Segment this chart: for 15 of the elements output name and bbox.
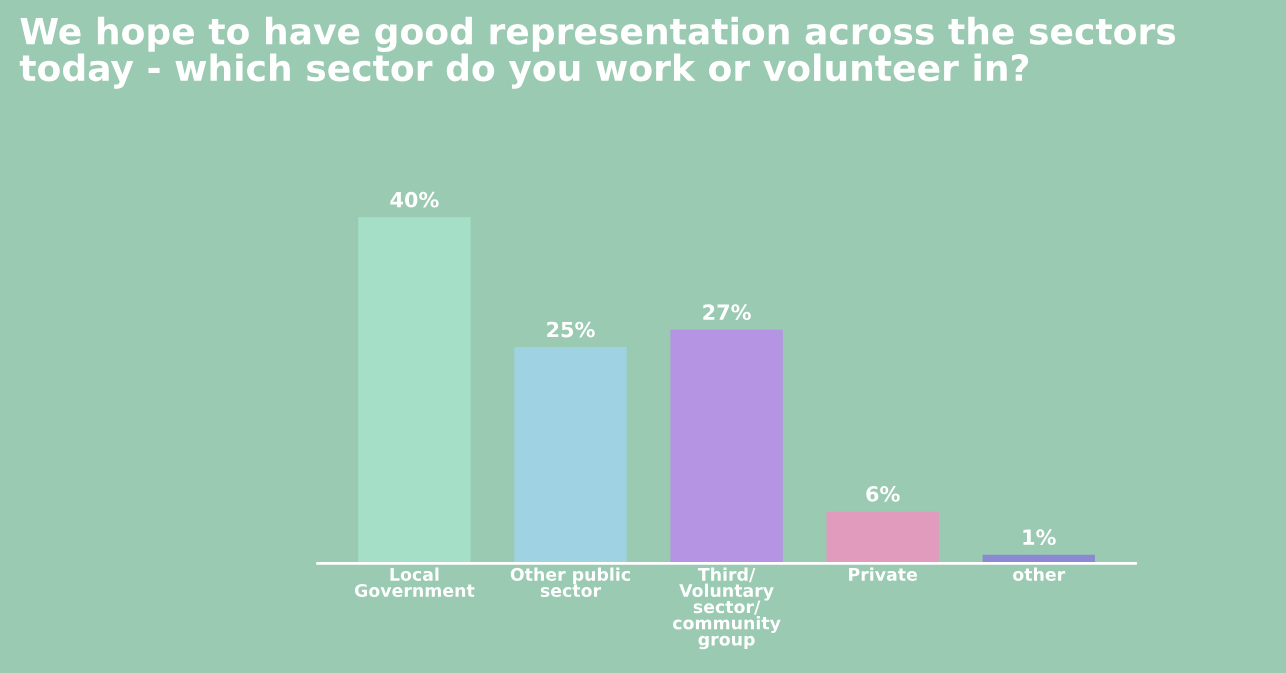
bar — [826, 511, 939, 564]
bar — [514, 346, 627, 564]
data-label: 1% — [1023, 529, 1056, 546]
bar — [670, 329, 783, 564]
data-label: 27% — [703, 304, 751, 321]
data-label: 40% — [390, 191, 439, 208]
chart-title: We hope to have good representation across the sectors today - which sector do you work or volunteer in? — [19, 16, 1176, 89]
x-tick-label: Local Government — [354, 567, 475, 598]
x-tick-label: other — [1013, 567, 1066, 581]
data-label: 6% — [866, 486, 900, 502]
bar — [358, 217, 471, 564]
data-label: 25% — [547, 321, 595, 338]
x-tick-label: Third/ Voluntary sector/ community group — [672, 567, 781, 650]
x-tick-label: Private — [849, 567, 918, 581]
x-tick-label: Other public sector — [510, 567, 630, 598]
